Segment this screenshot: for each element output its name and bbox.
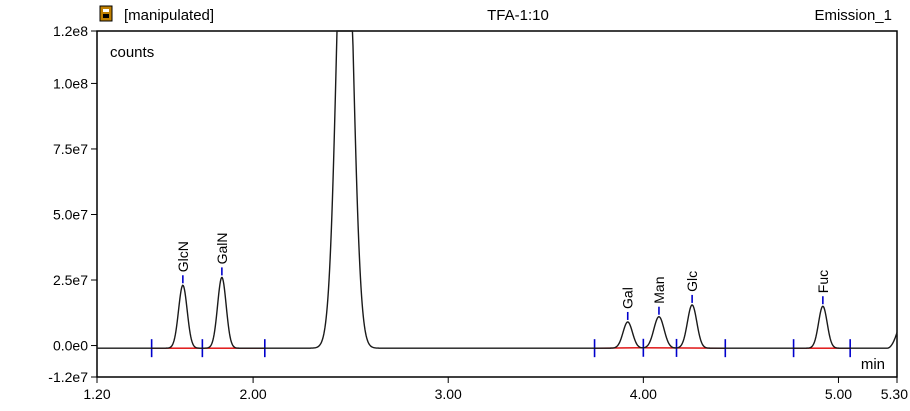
- peak-label-fuc: Fuc: [815, 270, 831, 293]
- x-tick-label-4: 5.00: [825, 386, 852, 402]
- chromatogram-trace: [97, 31, 897, 348]
- peak-label-man: Man: [651, 276, 667, 303]
- y-axis: -1.2e7 0.0e0 2.5e7 5.0e7 7.5e7 1.0e8 1.2e8: [48, 23, 97, 385]
- header-sample: TFA-1:10: [487, 7, 549, 24]
- x-tick-label-3: 4.00: [630, 386, 657, 402]
- plot-frame: [97, 31, 897, 377]
- y-tick-label-3: 5.0e7: [53, 206, 88, 222]
- y-tick-label-0: -1.2e7: [48, 369, 88, 385]
- peak-label-glcn: GlcN: [175, 241, 191, 272]
- header-status: [manipulated]: [124, 7, 214, 24]
- y-tick-label-4: 7.5e7: [53, 141, 88, 157]
- x-tick-label-0: 1.20: [83, 386, 110, 402]
- y-tick-label-1: 0.0e0: [53, 338, 88, 354]
- y-tick-label-6: 1.2e8: [53, 23, 88, 39]
- x-axis: 1.20 2.00 3.00 4.00 5.00 5.30: [83, 377, 908, 402]
- peak-label-galn: GalN: [214, 232, 230, 264]
- x-tick-label-2: 3.00: [435, 386, 462, 402]
- x-tick-label-5: 5.30: [881, 386, 908, 402]
- peak-label-glc: Glc: [684, 271, 700, 292]
- y-axis-label: counts: [110, 44, 154, 61]
- report-icon: [100, 6, 112, 21]
- peak-labels: GlcN GalN Gal Man Glc Fuc: [175, 232, 831, 319]
- peak-label-gal: Gal: [620, 287, 636, 309]
- y-tick-label-2: 2.5e7: [53, 272, 88, 288]
- x-axis-label: min: [861, 356, 885, 373]
- header-channel: Emission_1: [814, 7, 892, 24]
- y-tick-label-5: 1.0e8: [53, 75, 88, 91]
- x-tick-label-1: 2.00: [239, 386, 266, 402]
